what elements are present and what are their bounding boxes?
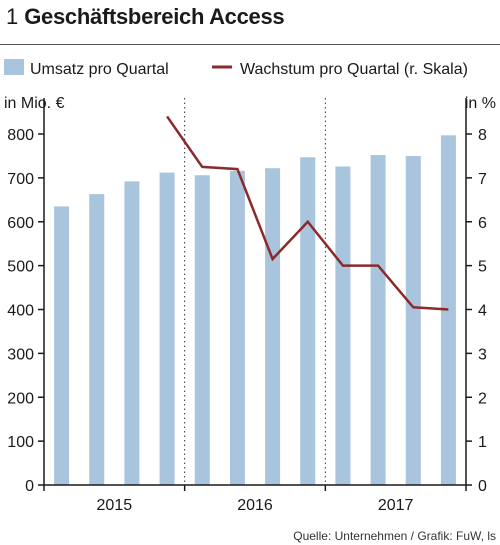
axes: [43, 98, 467, 491]
right-tick-label: 4: [478, 303, 487, 320]
right-axis-label: in %: [465, 95, 496, 112]
bar-series: [54, 135, 456, 486]
year-dividers: [184, 98, 326, 485]
right-tick-label: 7: [478, 171, 487, 188]
left-tick-label: 300: [7, 346, 34, 363]
bar: [124, 181, 140, 485]
left-tick-label: 400: [7, 303, 34, 320]
bar: [370, 155, 386, 485]
right-tick-label: 0: [478, 478, 487, 495]
legend-label-line: Wachstum pro Quartal (r. Skala): [240, 61, 468, 78]
bar: [335, 166, 351, 485]
left-tick-label: 600: [7, 215, 34, 232]
bar: [265, 168, 281, 485]
line-series: [166, 115, 449, 311]
bar: [300, 157, 316, 485]
left-tick-label: 200: [7, 390, 34, 407]
bar: [54, 206, 70, 486]
left-tick-label: 700: [7, 171, 34, 188]
right-axis-ticks: 0 1 2 3 4 5 6 7 8: [466, 127, 487, 495]
chart-title-text: Geschäftsbereich Access: [24, 4, 285, 29]
right-tick-label: 3: [478, 346, 487, 363]
left-axis-label: in Mio. €: [4, 95, 65, 112]
growth-line: [166, 115, 449, 311]
legend: Umsatz pro Quartal Wachstum pro Quartal …: [4, 59, 468, 78]
bar: [89, 194, 105, 485]
right-tick-label: 5: [478, 259, 487, 276]
x-group-label: 2016: [237, 497, 273, 514]
source-note: Quelle: Unternehmen / Grafik: FuW, ls: [293, 529, 496, 543]
left-tick-label: 500: [7, 259, 34, 276]
bar: [405, 155, 421, 485]
legend-label-bar: Umsatz pro Quartal: [30, 61, 169, 78]
title-rule: [0, 44, 500, 45]
bar: [194, 175, 210, 485]
chart-number: 1: [6, 4, 19, 29]
chart-title: 1 Geschäftsbereich Access: [6, 4, 285, 30]
left-tick-label: 0: [25, 478, 34, 495]
right-tick-label: 8: [478, 127, 487, 144]
legend-swatch-bar: [4, 59, 24, 75]
x-group-label: 2017: [378, 497, 414, 514]
left-axis-ticks: 0 100 200 300 400 500 600 700 800: [7, 127, 44, 495]
left-tick-label: 100: [7, 434, 34, 451]
right-tick-label: 2: [478, 390, 487, 407]
right-tick-label: 1: [478, 434, 487, 451]
x-axis-groups: 2015 2016 2017: [97, 497, 414, 514]
bar: [159, 172, 175, 486]
bar: [440, 135, 456, 485]
x-group-label: 2015: [97, 497, 133, 514]
bar: [229, 170, 245, 486]
left-tick-label: 800: [7, 127, 34, 144]
right-tick-label: 6: [478, 215, 487, 232]
